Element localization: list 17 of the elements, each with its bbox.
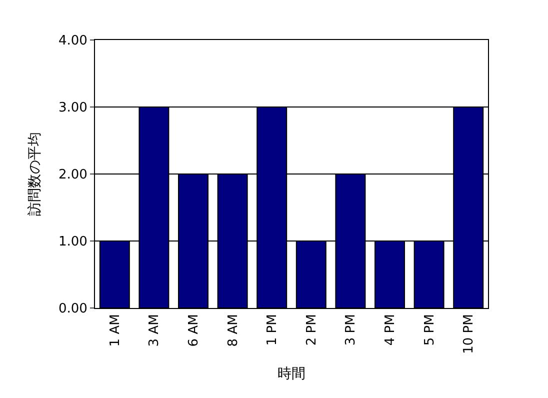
y-tick-label: 0.00 <box>58 302 88 317</box>
x-axis-title: 時間 <box>278 366 306 382</box>
x-tick-label: 1 AM <box>108 314 123 347</box>
x-tick-label: 4 PM <box>382 314 398 346</box>
x-tick-label: 1 PM <box>265 314 280 346</box>
y-axis-title: 訪問数の平均 <box>27 132 44 216</box>
x-tick-label: 3 AM <box>147 314 162 347</box>
x-tick-label: 2 PM <box>304 314 320 346</box>
y-tick-label: 4.00 <box>58 34 88 49</box>
x-tick-label: 8 AM <box>226 314 241 347</box>
y-tick-label: 1.00 <box>58 234 88 250</box>
x-tick-label: 3 PM <box>344 314 359 346</box>
y-tick-label: 2.00 <box>58 168 88 183</box>
x-tick-label: 5 PM <box>422 314 438 346</box>
x-tick-label: 10 PM <box>462 314 477 354</box>
y-tick-label: 3.00 <box>58 100 88 116</box>
x-tick-label: 6 AM <box>186 314 202 347</box>
